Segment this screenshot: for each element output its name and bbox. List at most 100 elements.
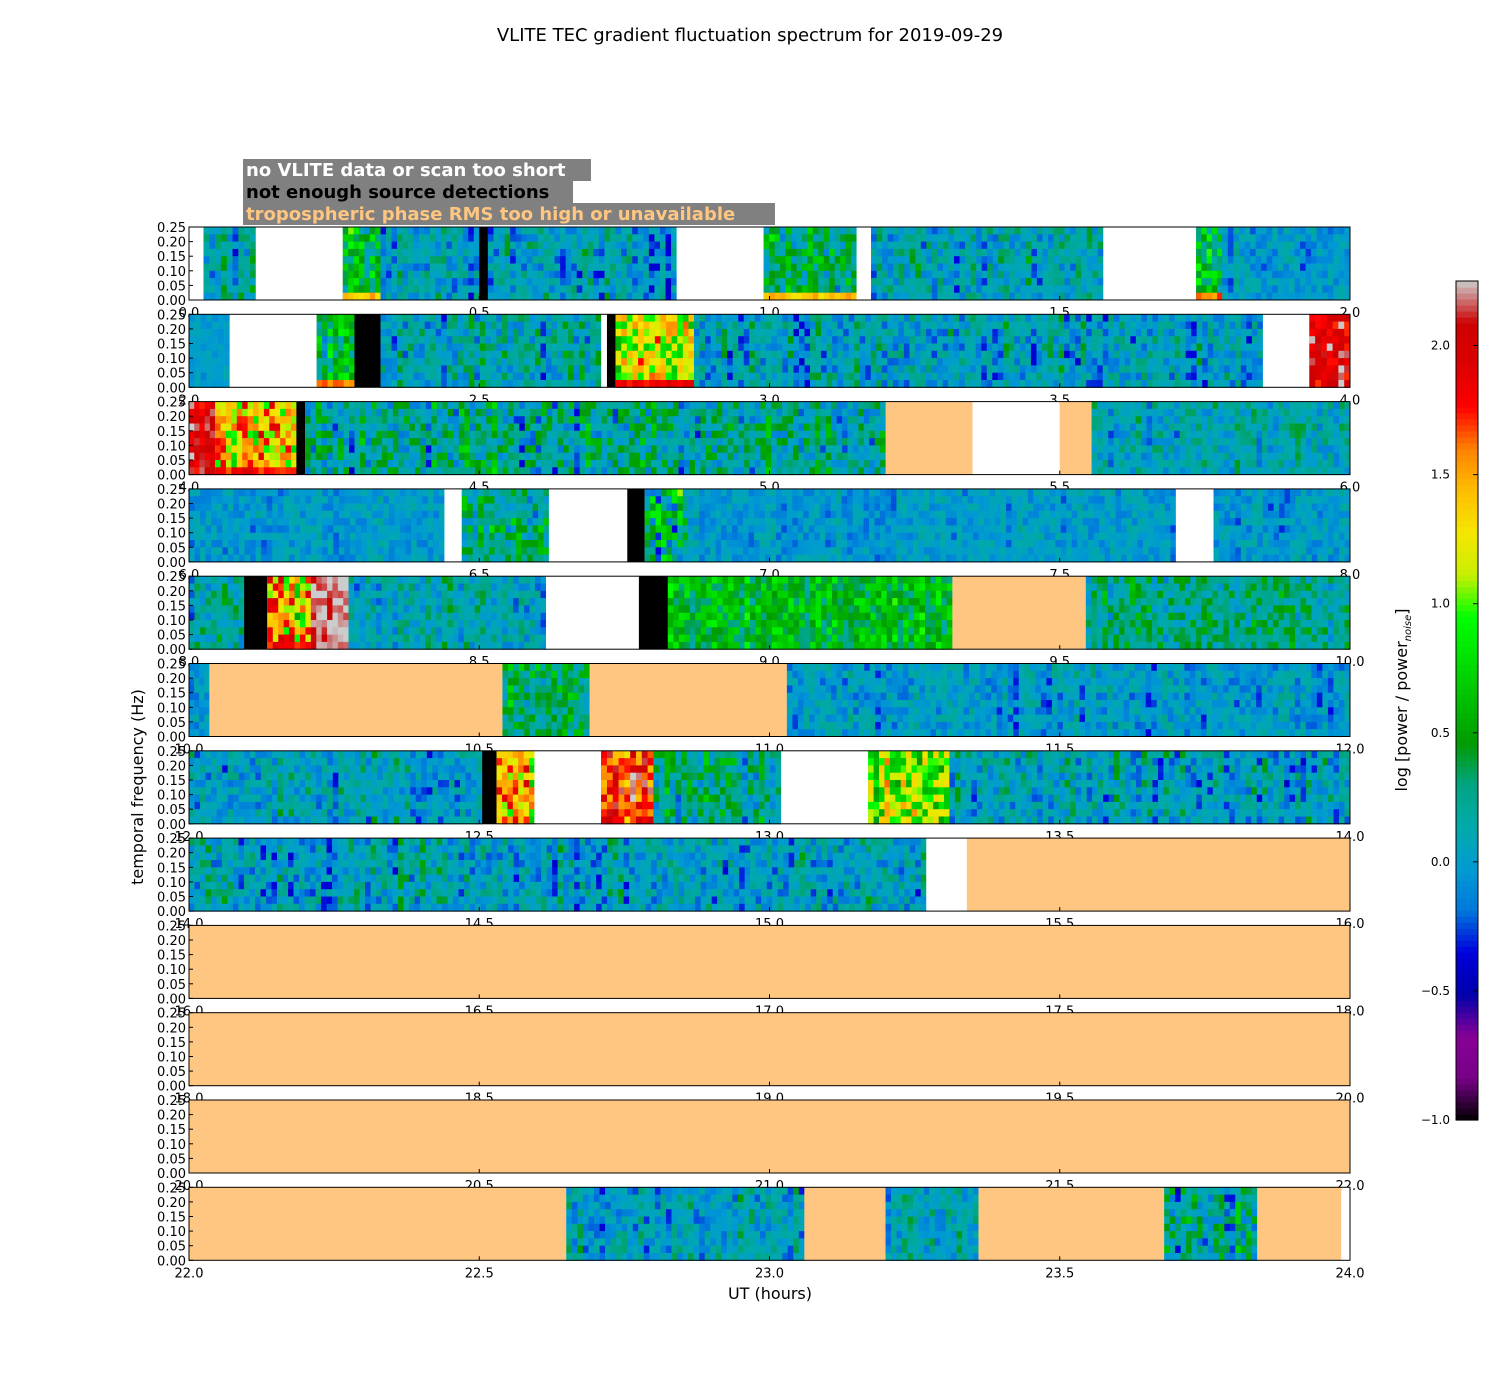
heatmap-cell	[1174, 438, 1181, 446]
heatmap-cell	[1191, 343, 1198, 352]
heatmap-cell	[1003, 234, 1010, 243]
heatmap-cell	[1251, 336, 1258, 344]
heatmap-cell	[807, 241, 814, 250]
heatmap-cell	[1053, 314, 1060, 323]
heatmap-cell	[523, 314, 530, 323]
heatmap-cell	[1130, 430, 1137, 439]
heatmap-cell	[1113, 314, 1120, 323]
heatmap-cell	[953, 365, 960, 374]
heatmap-cell	[615, 314, 622, 323]
heatmap-cell	[1327, 285, 1334, 294]
heatmap-cell	[898, 256, 905, 264]
heatmap-cell	[244, 263, 251, 272]
heatmap-cell	[847, 401, 854, 410]
heatmap-cell	[523, 358, 530, 366]
heatmap-cell	[1053, 380, 1060, 388]
heatmap-cell	[409, 416, 416, 424]
heatmap-cell	[1213, 358, 1220, 366]
heatmap-cell	[618, 460, 625, 468]
heatmap-cell	[1196, 438, 1203, 446]
heatmap-cell	[359, 241, 365, 250]
heatmap-cell	[1108, 416, 1115, 424]
heatmap-cell	[1157, 423, 1164, 432]
heatmap-cell	[512, 358, 519, 366]
heatmap-cell	[825, 430, 832, 439]
heatmap-cell	[354, 438, 361, 446]
heatmap-cell	[519, 460, 526, 468]
heatmap-cell	[1245, 430, 1252, 439]
heatmap-cell	[1025, 241, 1032, 250]
heatmap-cell	[430, 321, 437, 330]
heatmap-cell	[743, 328, 750, 337]
heatmap-cell	[931, 314, 938, 323]
heatmap-cell	[948, 314, 955, 323]
heatmap-cell	[457, 278, 464, 286]
heatmap-cell	[365, 452, 372, 461]
heatmap-cell	[615, 343, 622, 352]
heatmap-cell	[418, 248, 425, 257]
heatmap-cell	[638, 365, 645, 374]
heatmap-cell	[1036, 256, 1043, 264]
heatmap-cell	[1041, 372, 1049, 381]
heatmap-cell	[660, 343, 667, 352]
heatmap-cell	[776, 343, 783, 352]
heatmap-cell	[290, 452, 297, 461]
heatmap-cell	[1025, 248, 1032, 257]
heatmap-cell	[1036, 248, 1043, 257]
heatmap-cell	[563, 452, 570, 461]
heatmap-cell	[796, 278, 803, 286]
heatmap-cell	[290, 401, 297, 410]
heatmap-cell	[1108, 343, 1115, 352]
heatmap-cell	[507, 358, 514, 366]
heatmap-cell	[189, 343, 196, 352]
heatmap-cell	[487, 263, 495, 272]
heatmap-cell	[386, 365, 393, 374]
heatmap-cell	[964, 314, 971, 323]
heatmap-cell	[1246, 350, 1253, 359]
heatmap-cell	[754, 336, 761, 344]
heatmap-cell	[530, 460, 537, 468]
heatmap-cell	[1014, 248, 1021, 257]
heatmap-cell	[1251, 445, 1258, 454]
heatmap-cell	[1108, 350, 1115, 359]
heatmap-cell	[1119, 380, 1126, 388]
heatmap-cell	[837, 380, 844, 388]
heatmap-cell	[782, 372, 789, 381]
heatmap-cell	[1257, 343, 1264, 352]
segment-blank	[255, 227, 343, 300]
heatmap-cell	[595, 380, 602, 388]
heatmap-cell	[859, 380, 866, 388]
heatmap-cell	[1309, 321, 1316, 330]
heatmap-cell	[435, 241, 442, 250]
heatmap-cell	[440, 270, 447, 279]
heatmap-cell	[418, 263, 425, 272]
heatmap-cell	[765, 321, 772, 330]
heatmap-cell	[375, 270, 382, 279]
heatmap-cell	[1042, 241, 1049, 250]
heatmap-cell	[236, 408, 243, 417]
heatmap-cell	[1251, 430, 1258, 439]
heatmap-cell	[204, 467, 211, 476]
heatmap-cell	[1251, 408, 1258, 417]
heatmap-cell	[573, 380, 580, 388]
heatmap-cell	[793, 350, 800, 359]
heatmap-cell	[403, 452, 410, 461]
heatmap-cell	[392, 452, 399, 461]
heatmap-cell	[852, 416, 859, 424]
heatmap-cell	[1070, 285, 1077, 294]
heatmap-cell	[1036, 358, 1043, 366]
heatmap-cell	[909, 270, 916, 279]
heatmap-cell	[1174, 343, 1181, 352]
heatmap-cell	[269, 416, 276, 424]
heatmap-cell	[359, 256, 365, 264]
heatmap-cell	[409, 430, 416, 439]
heatmap-cell	[1344, 343, 1351, 352]
heatmap-cell	[942, 241, 949, 250]
heatmap-cell	[1124, 467, 1131, 476]
heatmap-cell	[1201, 256, 1208, 264]
heatmap-cell	[1180, 365, 1187, 374]
heatmap-cell	[263, 430, 270, 439]
heatmap-cell	[1036, 227, 1043, 235]
heatmap-cell	[414, 416, 421, 424]
heatmap-cell	[342, 256, 349, 264]
